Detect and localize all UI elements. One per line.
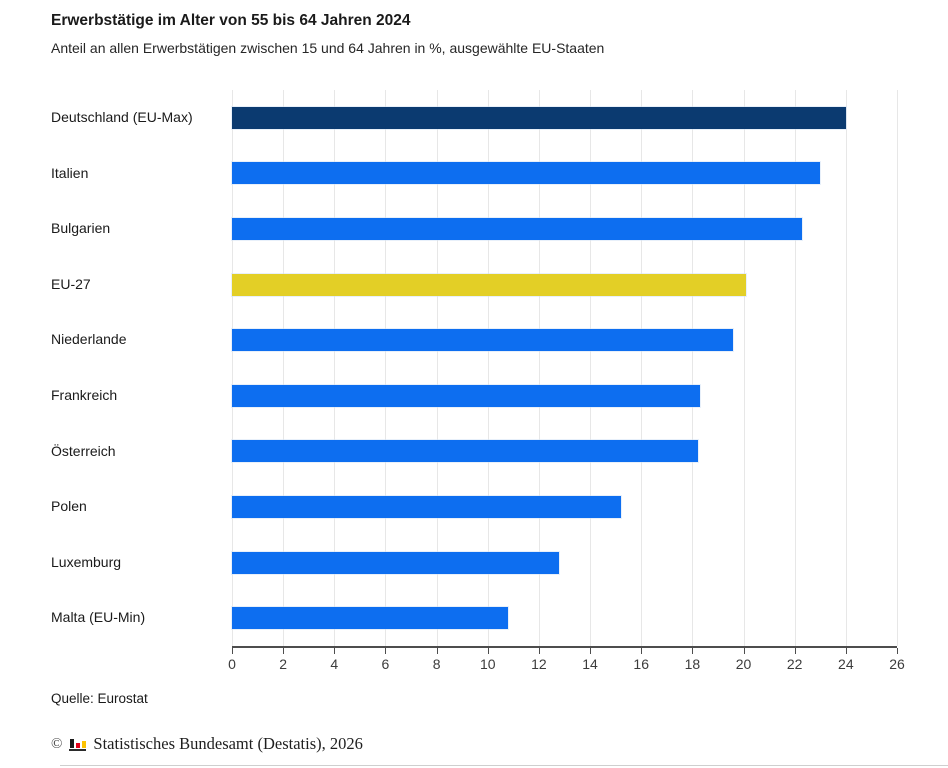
x-tick: [897, 648, 898, 654]
chart-row: Deutschland (EU-Max): [51, 90, 897, 146]
x-tick: [794, 648, 796, 654]
bar-track: [232, 146, 897, 202]
chart-row: Frankreich: [51, 368, 897, 424]
category-label: Österreich: [51, 442, 116, 459]
bar-track: [232, 479, 897, 535]
gridline: [487, 90, 489, 646]
category-label: Bulgarien: [51, 220, 111, 237]
gridline: [743, 90, 745, 646]
bar-luxemburg[interactable]: [232, 551, 560, 574]
gridline: [385, 90, 387, 646]
gridline: [692, 90, 694, 646]
bar-track: [232, 535, 897, 591]
x-tick: [743, 648, 745, 654]
x-tick-label: 10: [479, 656, 496, 672]
x-tick-label: 22: [786, 656, 803, 672]
gridline: [283, 90, 285, 646]
grid-layer: [232, 90, 898, 646]
gridline: [897, 90, 898, 646]
x-tick: [538, 648, 540, 654]
bar-track: [232, 424, 897, 480]
copyright-text: Statistisches Bundesamt (Destatis), 2026: [93, 734, 363, 753]
x-axis: 0 2 4 6 8 10 12 14 16 18 20 22 24 26: [228, 646, 905, 676]
x-tick: [692, 648, 694, 654]
gridline: [590, 90, 592, 646]
gridline: [538, 90, 540, 646]
gridline: [436, 90, 438, 646]
bar-track: [232, 257, 897, 313]
x-axis-line: [232, 646, 897, 648]
bar-track: [232, 90, 897, 146]
gridline: [641, 90, 643, 646]
x-tick-label: 8: [432, 656, 441, 672]
category-label: Polen: [51, 498, 87, 515]
category-label: EU-27: [51, 275, 91, 292]
gridline: [334, 90, 336, 646]
x-tick-label: 16: [633, 656, 650, 672]
bar-polen[interactable]: [232, 495, 621, 518]
bar-niederlande[interactable]: [232, 329, 734, 352]
chart-subtitle: Anteil an allen Erwerbstätigen zwischen …: [51, 40, 605, 56]
x-tick: [641, 648, 643, 654]
chart-row: EU-27: [51, 257, 897, 313]
x-tick: [845, 648, 847, 654]
category-label: Italien: [51, 164, 89, 181]
x-tick: [436, 648, 438, 654]
bar-chart: Deutschland (EU-Max) Italien Bulgarien EU-2…: [51, 90, 898, 646]
bar-track: [232, 368, 897, 424]
x-tick-label: 6: [381, 656, 390, 672]
copyright-symbol: ©: [51, 735, 63, 752]
x-tick-label: 2: [279, 656, 288, 672]
x-tick-label: 14: [582, 656, 598, 672]
gridline: [232, 90, 233, 646]
chart-row: Luxemburg: [51, 535, 897, 591]
destatis-logo-icon: [69, 737, 87, 751]
category-label: Deutschland (EU-Max): [51, 109, 193, 126]
x-tick: [487, 648, 489, 654]
x-tick: [283, 648, 285, 654]
chart-title: Erwerbstätige im Alter von 55 bis 64 Jah…: [51, 12, 411, 29]
x-tick-label: 24: [838, 656, 854, 672]
bar-track: [232, 201, 897, 257]
category-label: Malta (EU-Min): [51, 609, 146, 626]
source-note: Quelle: Eurostat: [51, 691, 148, 706]
chart-row: Malta (EU-Min): [51, 590, 897, 646]
x-tick-label: 4: [330, 656, 339, 672]
bar-deutschland-eu-max[interactable]: [232, 106, 846, 129]
bar-track: [232, 590, 897, 646]
x-tick-label: 20: [735, 656, 752, 672]
chart-row: Polen: [51, 479, 897, 535]
chart-row: Österreich: [51, 424, 897, 480]
chart-row: Niederlande: [51, 312, 897, 368]
gridline: [845, 90, 847, 646]
chart-row: Italien: [51, 146, 897, 202]
x-tick: [590, 648, 592, 654]
copyright-line: © Statistisches Bundesamt (Destatis), 20…: [51, 734, 363, 754]
bar-italien[interactable]: [232, 162, 821, 185]
gridline: [794, 90, 796, 646]
chart-row: Bulgarien: [51, 201, 897, 257]
x-tick-label: 18: [684, 656, 701, 672]
x-tick: [385, 648, 387, 654]
category-label: Luxemburg: [51, 553, 122, 570]
bar-sterreich[interactable]: [232, 440, 698, 463]
chart-rows: Deutschland (EU-Max) Italien Bulgarien EU-2…: [51, 90, 897, 646]
x-tick-label: 12: [531, 656, 547, 672]
bar-bulgarien[interactable]: [232, 217, 803, 240]
bar-eu-27[interactable]: [232, 273, 747, 296]
x-tick-label: 26: [889, 656, 905, 672]
bar-malta-eu-min[interactable]: [232, 607, 509, 630]
bar-track: [232, 312, 897, 368]
bottom-divider: [60, 765, 948, 766]
category-label: Frankreich: [51, 387, 118, 404]
x-tick: [232, 648, 233, 654]
category-label: Niederlande: [51, 331, 127, 348]
x-tick-label: 0: [228, 656, 236, 672]
bar-frankreich[interactable]: [232, 384, 701, 407]
x-tick: [334, 648, 336, 654]
